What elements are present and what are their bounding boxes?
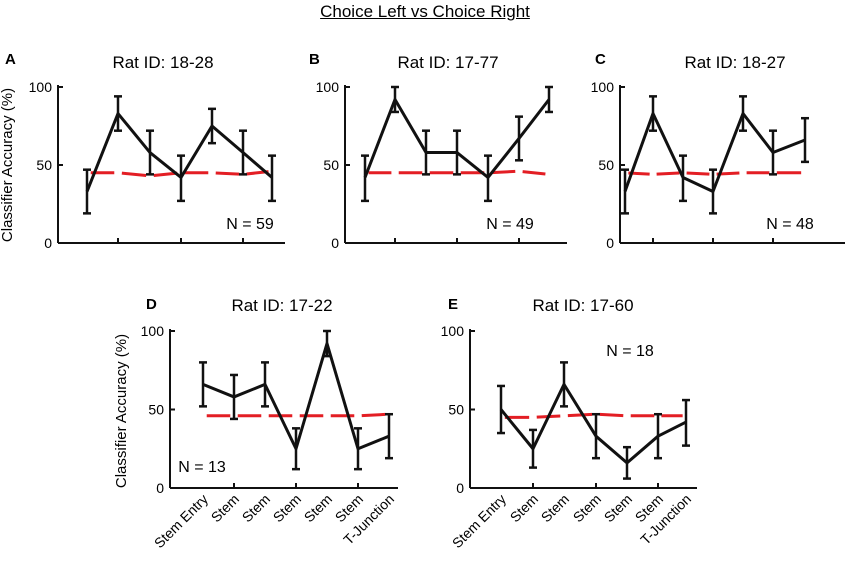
panel-letter: A [5,51,16,68]
y-tick-label: 0 [44,235,52,251]
n-annotation: N = 59 [226,216,274,233]
panel-b: B Rat ID: 17-77 0 50 100 N = 49 [309,51,567,251]
y-tick-label: 0 [331,235,339,251]
x-category-label: Stem Entry [449,491,509,551]
n-annotation: N = 18 [606,343,654,360]
panel-d: D Rat ID: 17-22 0 50 100 Classifier Accuracy … [113,296,398,551]
chance-segment [361,412,386,418]
chance-segment [567,412,593,418]
y-tick-label: 100 [141,323,165,339]
accuracy-line [85,112,273,193]
panel-letter: B [309,51,320,68]
y-tick-label: 100 [29,79,53,95]
y-axis-label: Classifier Accuracy (%) [0,88,16,242]
x-category-label: Stem [538,491,572,525]
figure-title: Choice Left vs Choice Right [320,2,530,21]
accuracy-line [499,382,687,465]
y-tick-label: 0 [156,480,164,496]
chance-segment [491,169,516,175]
x-category-label: Stem Entry [151,491,211,551]
chance-segment [599,412,624,418]
y-tick-label: 50 [598,157,614,173]
panel-title: Rat ID: 17-22 [231,296,332,315]
y-tick-label: 100 [441,323,465,339]
x-category-label: Stem [239,491,273,525]
y-tick-label: 100 [591,79,615,95]
n-annotation: N = 48 [766,216,814,233]
x-category-label: Stem [208,491,242,525]
n-annotation: N = 13 [178,459,226,476]
chance-segment [153,171,178,178]
chance-segment [215,171,240,176]
accuracy-line [363,97,551,179]
y-axis-label: Classifier Accuracy (%) [113,334,130,488]
y-tick-label: 50 [323,157,339,173]
y-tick-label: 50 [36,157,52,173]
accuracy-line [623,112,806,194]
panel-title: Rat ID: 17-60 [532,296,633,315]
y-tick-label: 100 [316,79,340,95]
x-category-label: Stem [301,491,335,525]
x-category-label: Stem [270,491,304,525]
y-tick-label: 0 [606,235,614,251]
x-category-label: Stem [507,491,541,525]
y-tick-label: 50 [148,402,164,418]
panel-a: A Rat ID: 18-28 0 50 100 Classifier Accuracy … [0,51,285,251]
x-category-label: Stem [601,491,635,525]
n-annotation: N = 49 [486,216,534,233]
panel-letter: D [146,296,157,313]
panel-c: C Rat ID: 18-27 0 50 100 N = 48 [591,51,845,251]
chance-segment [686,171,710,176]
accuracy-line [202,342,390,451]
chance-segment [121,171,147,178]
panel-letter: C [595,51,606,68]
panel-title: Rat ID: 17-77 [397,53,498,72]
panel-title: Rat ID: 18-27 [684,53,785,72]
panel-letter: E [448,296,458,313]
y-tick-label: 0 [456,480,464,496]
chance-segment [656,171,680,176]
y-tick-label: 50 [448,402,464,418]
panel-title: Rat ID: 18-28 [112,53,213,72]
chance-segment [522,170,546,176]
x-category-label: Stem [570,491,604,525]
